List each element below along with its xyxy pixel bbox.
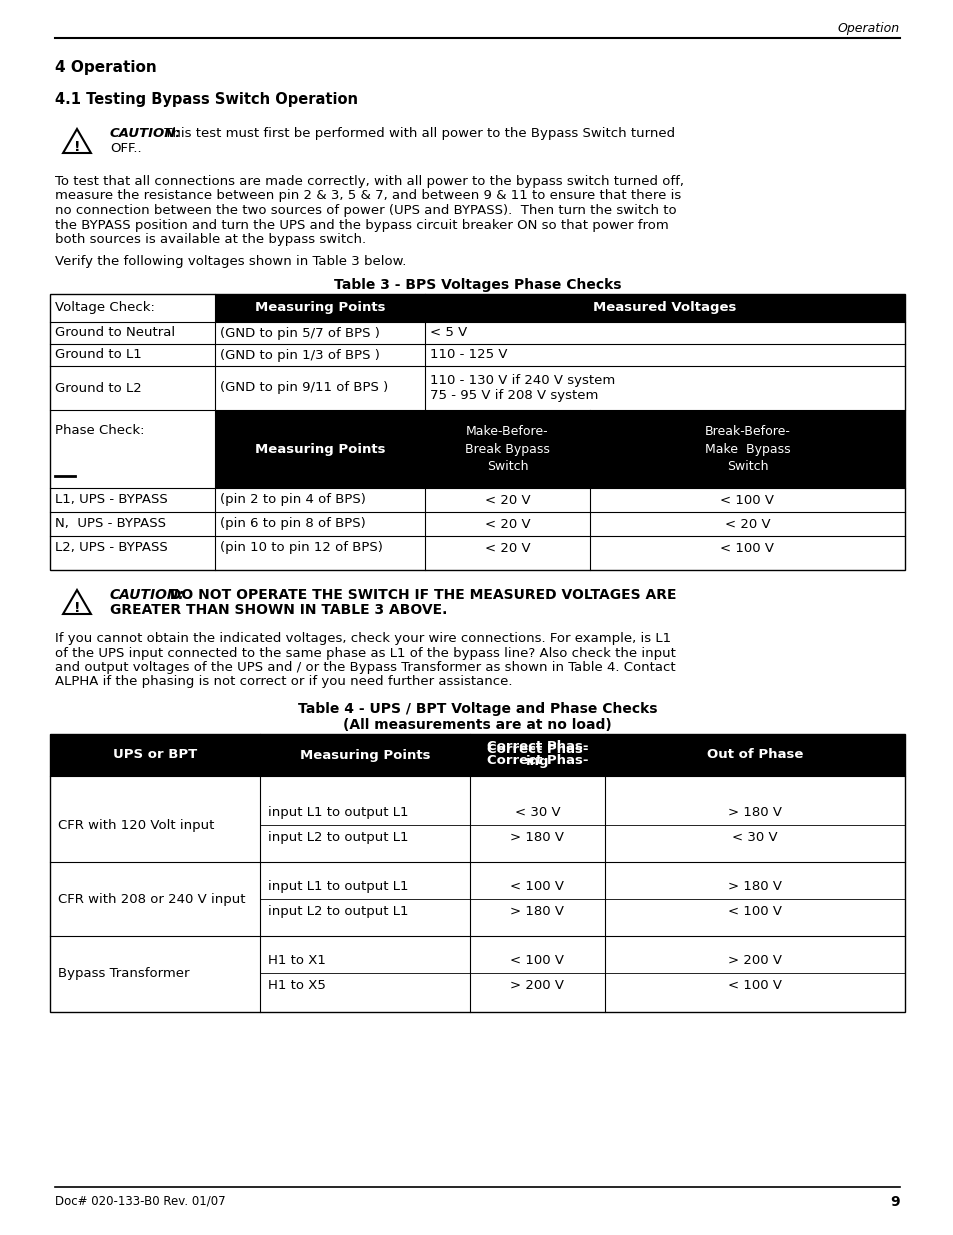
Text: CFR with 208 or 240 V input: CFR with 208 or 240 V input bbox=[58, 893, 245, 905]
Text: > 180 V: > 180 V bbox=[727, 805, 781, 819]
Text: Break Bypass: Break Bypass bbox=[464, 442, 549, 456]
Text: < 20 V: < 20 V bbox=[484, 494, 530, 506]
Text: 110 - 125 V: 110 - 125 V bbox=[430, 348, 507, 362]
Text: < 20 V: < 20 V bbox=[724, 517, 769, 531]
Text: input L1 to output L1: input L1 to output L1 bbox=[268, 879, 408, 893]
Text: GREATER THAN SHOWN IN TABLE 3 ABOVE.: GREATER THAN SHOWN IN TABLE 3 ABOVE. bbox=[110, 604, 447, 618]
Text: Correct Phas-: Correct Phas- bbox=[486, 755, 588, 767]
Text: Ground to Neutral: Ground to Neutral bbox=[55, 326, 175, 340]
Bar bbox=[50, 734, 904, 776]
Text: Bypass Transformer: Bypass Transformer bbox=[58, 967, 190, 979]
Text: (GND to pin 9/11 of BPS ): (GND to pin 9/11 of BPS ) bbox=[220, 382, 388, 394]
Text: < 100 V: < 100 V bbox=[510, 953, 564, 967]
Text: < 100 V: < 100 V bbox=[727, 905, 781, 919]
Text: DO NOT OPERATE THE SWITCH IF THE MEASURED VOLTAGES ARE: DO NOT OPERATE THE SWITCH IF THE MEASURE… bbox=[165, 588, 676, 601]
Text: 4.1 Testing Bypass Switch Operation: 4.1 Testing Bypass Switch Operation bbox=[55, 91, 357, 107]
Text: !: ! bbox=[73, 140, 80, 153]
Text: 75 - 95 V if 208 V system: 75 - 95 V if 208 V system bbox=[430, 389, 598, 401]
Text: Phase Check:: Phase Check: bbox=[55, 424, 144, 437]
Text: < 100 V: < 100 V bbox=[727, 979, 781, 992]
Text: Doc# 020-133-B0 Rev. 01/07: Doc# 020-133-B0 Rev. 01/07 bbox=[55, 1195, 226, 1208]
Text: Voltage Check:: Voltage Check: bbox=[55, 301, 154, 315]
Text: Verify the following voltages shown in Table 3 below.: Verify the following voltages shown in T… bbox=[55, 256, 406, 268]
Text: > 180 V: > 180 V bbox=[510, 831, 564, 845]
Text: > 200 V: > 200 V bbox=[510, 979, 564, 992]
Text: < 5 V: < 5 V bbox=[430, 326, 467, 340]
Text: the BYPASS position and turn the UPS and the bypass circuit breaker ON so that p: the BYPASS position and turn the UPS and… bbox=[55, 219, 668, 231]
Text: !: ! bbox=[73, 600, 80, 615]
Text: If you cannot obtain the indicated voltages, check your wire connections. For ex: If you cannot obtain the indicated volta… bbox=[55, 632, 670, 645]
Text: Make-Before-: Make-Before- bbox=[466, 425, 548, 438]
Text: (GND to pin 1/3 of BPS ): (GND to pin 1/3 of BPS ) bbox=[220, 348, 379, 362]
Text: To test that all connections are made correctly, with all power to the bypass sw: To test that all connections are made co… bbox=[55, 175, 683, 188]
Text: ALPHA if the phasing is not correct or if you need further assistance.: ALPHA if the phasing is not correct or i… bbox=[55, 676, 512, 688]
Text: Operation: Operation bbox=[837, 22, 899, 35]
Text: UPS or BPT: UPS or BPT bbox=[112, 748, 197, 762]
Bar bbox=[50, 734, 904, 1011]
Text: Make  Bypass: Make Bypass bbox=[704, 442, 789, 456]
Text: measure the resistance between pin 2 & 3, 5 & 7, and between 9 & 11 to ensure th: measure the resistance between pin 2 & 3… bbox=[55, 189, 680, 203]
Text: Break-Before-: Break-Before- bbox=[704, 425, 790, 438]
Text: Switch: Switch bbox=[486, 459, 528, 473]
Text: 9: 9 bbox=[889, 1195, 899, 1209]
Text: (pin 2 to pin 4 of BPS): (pin 2 to pin 4 of BPS) bbox=[220, 494, 366, 506]
Text: and output voltages of the UPS and / or the Bypass Transformer as shown in Table: and output voltages of the UPS and / or … bbox=[55, 661, 675, 674]
Text: > 180 V: > 180 V bbox=[510, 905, 564, 919]
Text: Switch: Switch bbox=[726, 459, 767, 473]
Text: (pin 6 to pin 8 of BPS): (pin 6 to pin 8 of BPS) bbox=[220, 517, 365, 531]
Text: CAUTION:: CAUTION: bbox=[110, 127, 181, 140]
Bar bbox=[50, 294, 904, 571]
Text: Ground to L1: Ground to L1 bbox=[55, 348, 142, 362]
Text: H1 to X1: H1 to X1 bbox=[268, 953, 326, 967]
Text: CAUTION:: CAUTION: bbox=[110, 588, 185, 601]
Text: < 30 V: < 30 V bbox=[515, 805, 559, 819]
Text: < 100 V: < 100 V bbox=[510, 879, 564, 893]
Text: < 100 V: < 100 V bbox=[720, 541, 774, 555]
Text: no connection between the two sources of power (UPS and BYPASS).  Then turn the : no connection between the two sources of… bbox=[55, 204, 676, 217]
Bar bbox=[50, 294, 214, 322]
Text: Ground to L2: Ground to L2 bbox=[55, 382, 142, 394]
Text: Table 3 - BPS Voltages Phase Checks: Table 3 - BPS Voltages Phase Checks bbox=[334, 278, 620, 291]
Text: Measuring Points: Measuring Points bbox=[299, 748, 430, 762]
Text: input L1 to output L1: input L1 to output L1 bbox=[268, 805, 408, 819]
Text: (All measurements are at no load): (All measurements are at no load) bbox=[343, 718, 611, 732]
Text: both sources is available at the bypass switch.: both sources is available at the bypass … bbox=[55, 233, 366, 246]
Text: (GND to pin 5/7 of BPS ): (GND to pin 5/7 of BPS ) bbox=[220, 326, 379, 340]
Text: CFR with 120 Volt input: CFR with 120 Volt input bbox=[58, 819, 214, 831]
Text: Correct Phas-: Correct Phas- bbox=[486, 743, 588, 757]
Text: < 20 V: < 20 V bbox=[484, 541, 530, 555]
Bar bbox=[214, 410, 904, 488]
Text: input L2 to output L1: input L2 to output L1 bbox=[268, 831, 408, 845]
Text: 110 - 130 V if 240 V system: 110 - 130 V if 240 V system bbox=[430, 374, 615, 387]
Text: Measured Voltages: Measured Voltages bbox=[593, 301, 736, 315]
Bar bbox=[214, 294, 904, 322]
Text: (pin 10 to pin 12 of BPS): (pin 10 to pin 12 of BPS) bbox=[220, 541, 382, 555]
Text: 4 Operation: 4 Operation bbox=[55, 61, 156, 75]
Text: L1, UPS - BYPASS: L1, UPS - BYPASS bbox=[55, 494, 168, 506]
Text: H1 to X5: H1 to X5 bbox=[268, 979, 326, 992]
Text: < 100 V: < 100 V bbox=[720, 494, 774, 506]
Text: N,  UPS - BYPASS: N, UPS - BYPASS bbox=[55, 517, 166, 531]
Text: L2, UPS - BYPASS: L2, UPS - BYPASS bbox=[55, 541, 168, 555]
Text: < 20 V: < 20 V bbox=[484, 517, 530, 531]
Text: < 30 V: < 30 V bbox=[731, 831, 777, 845]
Text: Measuring Points: Measuring Points bbox=[254, 442, 385, 456]
Text: This test must first be performed with all power to the Bypass Switch turned: This test must first be performed with a… bbox=[160, 127, 675, 140]
Text: ing: ing bbox=[525, 755, 549, 768]
Text: > 180 V: > 180 V bbox=[727, 879, 781, 893]
Text: Measuring Points: Measuring Points bbox=[254, 301, 385, 315]
Text: input L2 to output L1: input L2 to output L1 bbox=[268, 905, 408, 919]
Text: Out of Phase: Out of Phase bbox=[706, 748, 802, 762]
Text: > 200 V: > 200 V bbox=[727, 953, 781, 967]
Text: Correct Phas-: Correct Phas- bbox=[486, 741, 588, 753]
Text: of the UPS input connected to the same phase as L1 of the bypass line? Also chec: of the UPS input connected to the same p… bbox=[55, 646, 675, 659]
Text: OFF..: OFF.. bbox=[110, 142, 141, 154]
Text: Table 4 - UPS / BPT Voltage and Phase Checks: Table 4 - UPS / BPT Voltage and Phase Ch… bbox=[297, 701, 657, 716]
